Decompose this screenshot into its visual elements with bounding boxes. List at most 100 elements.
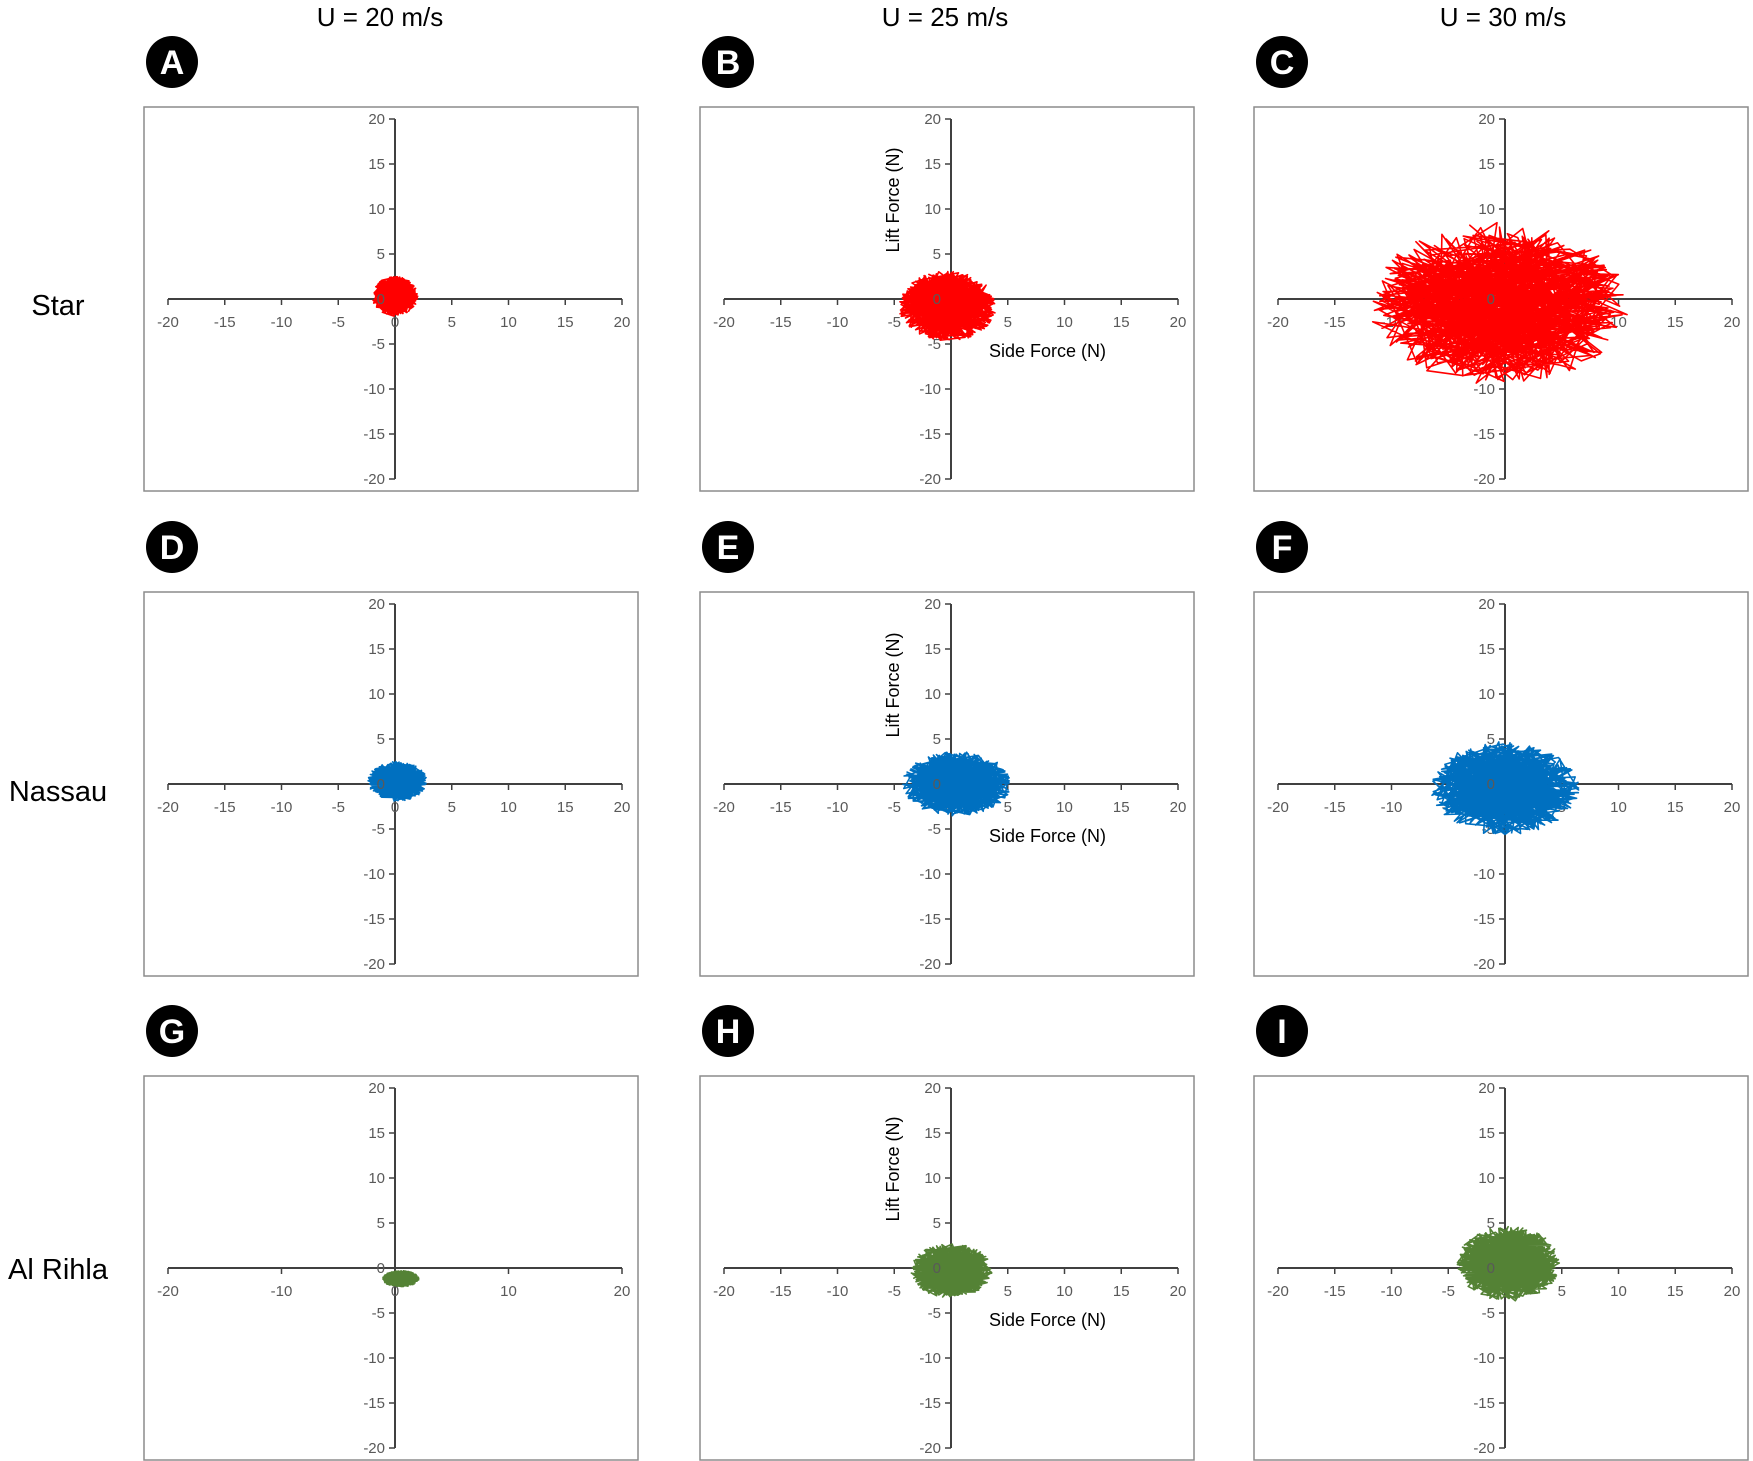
y-tick-label: 0 (377, 1260, 385, 1277)
y-tick-label: -5 (928, 1305, 941, 1322)
x-tick-label: 10 (1610, 1283, 1627, 1300)
x-tick-label: -10 (271, 1283, 293, 1300)
x-tick-label: 15 (1113, 314, 1130, 331)
y-tick-label: 10 (924, 686, 941, 703)
x-tick-label: -5 (332, 314, 345, 331)
y-tick-label: -10 (363, 1350, 385, 1367)
x-tick-label: 15 (557, 799, 574, 816)
y-tick-label: 10 (368, 201, 385, 218)
x-tick-label: -5 (1442, 1283, 1455, 1300)
y-tick-label: 10 (368, 686, 385, 703)
x-tick-label: -5 (888, 1283, 901, 1300)
y-tick-label: 20 (924, 596, 941, 613)
panel-label-c: C (1270, 44, 1295, 82)
y-tick-label: 15 (1478, 1125, 1495, 1142)
panel-label-h: H (716, 1013, 741, 1051)
panel-g: G -20 -10 0 10 20 -20 -15 -10 -5 5 10 15 20 0 (143, 1005, 639, 1461)
y-tick-label: 20 (368, 596, 385, 613)
panel-label-badge (146, 36, 198, 88)
y-tick-label: -20 (1473, 1440, 1495, 1457)
x-tick-label: -15 (214, 314, 236, 331)
y-tick-label: 20 (1478, 1080, 1495, 1097)
y-tick-label: 10 (368, 1170, 385, 1187)
panel-label-e: E (717, 529, 740, 567)
y-tick-label: -15 (919, 1395, 941, 1412)
x-axis-title: Side Force (N) (989, 1310, 1106, 1330)
y-tick-label: -5 (372, 1305, 385, 1322)
y-tick-label: 5 (377, 1215, 385, 1232)
x-tick-label: -5 (888, 314, 901, 331)
x-tick-label: 10 (1056, 314, 1073, 331)
x-tick-label: 0 (391, 314, 399, 331)
y-tick-label: 5 (1487, 1215, 1495, 1232)
y-tick-label: -20 (919, 471, 941, 488)
x-tick-label: 15 (1667, 314, 1684, 331)
y-tick-label: 5 (933, 731, 941, 748)
x-tick-label: -15 (1324, 799, 1346, 816)
column-header-u25: U = 25 m/s (882, 2, 1008, 32)
x-tick-label: -15 (770, 314, 792, 331)
panel-label-g: G (159, 1013, 185, 1051)
y-tick-label: 10 (924, 1170, 941, 1187)
row-header-al-rihla: Al Rihla (8, 1254, 109, 1286)
x-tick-label: -20 (157, 799, 179, 816)
x-tick-label: -10 (827, 1283, 849, 1300)
y-tick-label: 5 (377, 731, 385, 748)
panel-d: D -20 -15 -10 -5 0 5 10 15 20 -20 -15 -10 -5 5 10 15 20 0 (143, 521, 639, 977)
x-tick-label: 20 (614, 1283, 631, 1300)
x-tick-label: 20 (1724, 314, 1741, 331)
y-tick-label: -15 (1473, 911, 1495, 928)
y-axis-title: Lift Force (N) (883, 632, 903, 737)
y-tick-label: 0 (933, 1260, 941, 1277)
x-tick-label: -5 (332, 799, 345, 816)
y-tick-label: 5 (933, 246, 941, 263)
panel-label-badge (1256, 36, 1308, 88)
x-tick-label: 5 (1558, 1283, 1566, 1300)
x-tick-label: 20 (1724, 799, 1741, 816)
panel-label-f: F (1272, 529, 1293, 567)
row-header-nassau: Nassau (9, 776, 107, 808)
y-tick-label: -10 (919, 866, 941, 883)
x-tick-label: 10 (500, 1283, 517, 1300)
y-tick-label: 0 (933, 776, 941, 793)
x-tick-label: -20 (713, 314, 735, 331)
y-tick-label: 20 (1478, 111, 1495, 128)
x-tick-label: 5 (1004, 799, 1012, 816)
y-tick-label: 15 (1478, 641, 1495, 658)
y-tick-label: 20 (924, 1080, 941, 1097)
x-tick-label: -20 (713, 799, 735, 816)
series-trajectory-star (899, 270, 996, 341)
x-tick-label: 10 (500, 799, 517, 816)
x-tick-label: -20 (713, 1283, 735, 1300)
series-trajectory-star (372, 275, 419, 317)
y-tick-label: -10 (1473, 866, 1495, 883)
x-axis-title: Side Force (N) (989, 341, 1106, 361)
panel-label-d: D (160, 529, 185, 567)
y-tick-label: 0 (1487, 776, 1495, 793)
y-tick-label: 20 (1478, 596, 1495, 613)
x-tick-label: 15 (1667, 799, 1684, 816)
panel-a: A -20 -15 -10 -5 0 5 10 15 20 -20 -15 -10 -5 5 10 15 20 0 (143, 36, 639, 492)
series-trajectory-al-rihla (1456, 1225, 1561, 1302)
x-tick-label: 20 (614, 799, 631, 816)
y-tick-label: 5 (933, 1215, 941, 1232)
y-tick-label: -15 (363, 1395, 385, 1412)
y-tick-label: 15 (924, 1125, 941, 1142)
y-tick-label: -10 (363, 381, 385, 398)
x-tick-label: 0 (391, 1283, 399, 1300)
x-tick-label: -10 (827, 799, 849, 816)
panel-e: E-20 -15 -10 -5 0 5 10 15 20-20-15-10-551015200S… (699, 521, 1195, 977)
y-tick-label: 15 (924, 156, 941, 173)
panel-label-a: A (160, 44, 185, 82)
x-tick-label: 10 (500, 314, 517, 331)
y-tick-label: -15 (1473, 1395, 1495, 1412)
y-tick-label: -15 (919, 911, 941, 928)
row-header-star: Star (31, 290, 85, 322)
panel-label-badge (702, 1005, 754, 1057)
panel-h: H-20 -15 -10 -5 0 5 10 15 20-20-15-10-551015200S… (699, 1005, 1195, 1461)
y-tick-label: -15 (363, 426, 385, 443)
y-tick-label: 0 (1487, 291, 1495, 308)
